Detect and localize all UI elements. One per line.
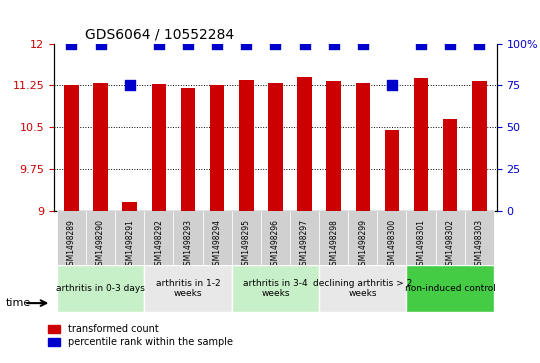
FancyBboxPatch shape: [407, 211, 436, 265]
Text: arthritis in 1-2
weeks: arthritis in 1-2 weeks: [156, 279, 220, 298]
FancyBboxPatch shape: [407, 265, 494, 312]
Point: [125, 82, 134, 88]
FancyBboxPatch shape: [86, 211, 115, 265]
FancyBboxPatch shape: [173, 211, 202, 265]
Bar: [123, 202, 137, 211]
FancyBboxPatch shape: [144, 265, 232, 312]
FancyBboxPatch shape: [436, 211, 465, 265]
FancyBboxPatch shape: [465, 211, 494, 265]
Point: [96, 41, 105, 46]
FancyBboxPatch shape: [319, 211, 348, 265]
FancyBboxPatch shape: [115, 211, 144, 265]
Point: [475, 41, 484, 46]
Bar: [64, 85, 79, 211]
Text: non-induced control: non-induced control: [405, 284, 496, 293]
Text: GSM1498298: GSM1498298: [329, 219, 338, 270]
Text: GSM1498297: GSM1498297: [300, 219, 309, 270]
Bar: [297, 77, 312, 211]
Point: [329, 41, 338, 46]
Bar: [414, 78, 428, 211]
FancyBboxPatch shape: [57, 211, 86, 265]
FancyBboxPatch shape: [261, 211, 290, 265]
FancyBboxPatch shape: [232, 265, 319, 312]
Point: [359, 41, 367, 46]
Point: [154, 41, 163, 46]
Point: [67, 41, 76, 46]
Text: GSM1498291: GSM1498291: [125, 219, 134, 270]
Bar: [268, 82, 282, 211]
Text: GSM1498299: GSM1498299: [359, 219, 367, 270]
Text: GSM1498302: GSM1498302: [446, 219, 455, 270]
Text: GSM1498290: GSM1498290: [96, 219, 105, 270]
Legend: transformed count, percentile rank within the sample: transformed count, percentile rank withi…: [48, 324, 233, 347]
Text: GSM1498301: GSM1498301: [416, 219, 426, 270]
FancyBboxPatch shape: [232, 211, 261, 265]
Bar: [210, 85, 225, 211]
Point: [271, 41, 280, 46]
Text: GSM1498293: GSM1498293: [184, 219, 192, 270]
Text: GSM1498295: GSM1498295: [242, 219, 251, 270]
Bar: [443, 119, 457, 211]
Bar: [472, 81, 487, 211]
Text: arthritis in 3-4
weeks: arthritis in 3-4 weeks: [243, 279, 308, 298]
Point: [242, 41, 251, 46]
Point: [300, 41, 309, 46]
Bar: [384, 130, 399, 211]
Bar: [152, 83, 166, 211]
FancyBboxPatch shape: [377, 211, 407, 265]
Bar: [181, 88, 195, 211]
Text: time: time: [5, 298, 31, 308]
FancyBboxPatch shape: [290, 211, 319, 265]
FancyBboxPatch shape: [202, 211, 232, 265]
Point: [417, 41, 426, 46]
Bar: [326, 81, 341, 211]
FancyBboxPatch shape: [144, 211, 173, 265]
Text: GSM1498300: GSM1498300: [387, 219, 396, 270]
Bar: [355, 82, 370, 211]
Point: [388, 82, 396, 88]
Point: [446, 41, 455, 46]
FancyBboxPatch shape: [57, 265, 144, 312]
Bar: [239, 80, 254, 211]
Text: GSM1498303: GSM1498303: [475, 219, 484, 270]
FancyBboxPatch shape: [348, 211, 377, 265]
FancyBboxPatch shape: [319, 265, 407, 312]
Text: arthritis in 0-3 days: arthritis in 0-3 days: [56, 284, 145, 293]
Text: declining arthritis > 2
weeks: declining arthritis > 2 weeks: [313, 279, 413, 298]
Text: GSM1498289: GSM1498289: [67, 219, 76, 270]
Text: GSM1498294: GSM1498294: [213, 219, 221, 270]
Bar: [93, 82, 108, 211]
Text: GDS6064 / 10552284: GDS6064 / 10552284: [85, 27, 234, 41]
Point: [184, 41, 192, 46]
Point: [213, 41, 221, 46]
Text: GSM1498292: GSM1498292: [154, 219, 164, 270]
Text: GSM1498296: GSM1498296: [271, 219, 280, 270]
